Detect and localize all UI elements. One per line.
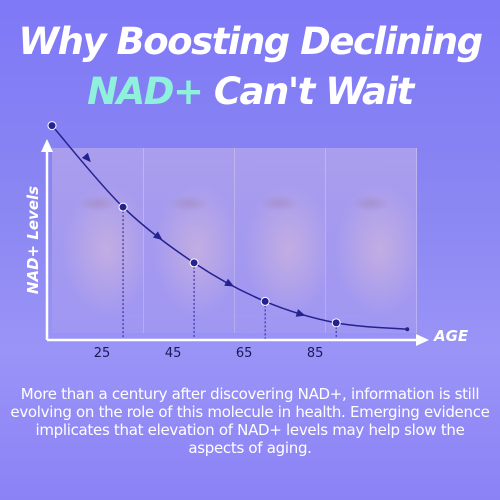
headline-highlight: NAD+ [87, 70, 204, 113]
data-point [331, 318, 341, 328]
data-point [118, 202, 128, 212]
y-axis-label: NAD+ Levels [24, 185, 42, 295]
direction-arrow [295, 309, 306, 317]
data-point [189, 258, 199, 268]
drop-lines [122, 207, 337, 340]
x-tick-label: 45 [164, 346, 182, 361]
face-photo-age-85 [325, 148, 417, 333]
data-point [47, 121, 57, 131]
direction-arrow [152, 231, 163, 241]
data-point [405, 327, 410, 332]
data-point [260, 296, 270, 306]
series-line [51, 125, 408, 331]
x-tick-label: 85 [306, 346, 324, 361]
description-text: More than a century after discovering NA… [10, 385, 490, 457]
x-axis-label: AGE [434, 327, 469, 345]
face-photo-age-65 [234, 148, 326, 333]
headline-line-1: Why Boosting Declining [18, 20, 483, 63]
headline-line-2: NAD+ Can't Wait [0, 70, 500, 114]
x-tick-label: 25 [93, 346, 111, 361]
direction-arrow [81, 152, 91, 163]
direction-arrows [81, 152, 306, 317]
x-tick-label: 65 [235, 346, 253, 361]
face-photo-age-45 [143, 148, 235, 333]
data-points [47, 121, 410, 332]
x-axis-arrowhead [416, 334, 429, 346]
headline-rest: Can't Wait [202, 70, 415, 113]
direction-arrow [224, 278, 235, 287]
y-axis-arrowhead [41, 139, 53, 152]
